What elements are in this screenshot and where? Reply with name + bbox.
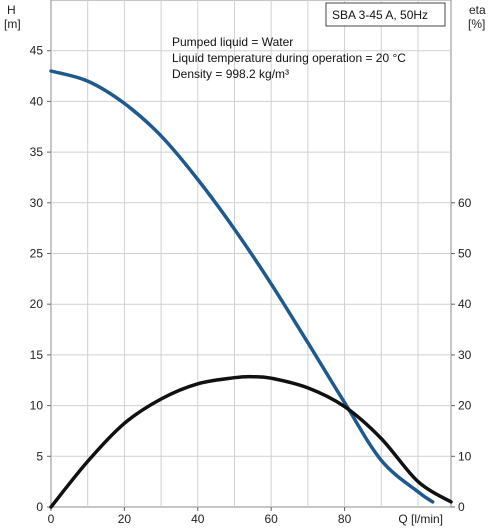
series-layer [49,69,453,509]
left-tick-label: 45 [30,44,44,58]
left-tick-label: 15 [30,348,44,362]
x-axis-label: Q [l/min] [398,512,443,526]
right-tick-label: 0 [458,500,465,514]
right-tick-label: 60 [458,196,472,210]
grid [51,0,451,507]
x-axis-ticks: 0 20 40 60 80 Q [l/min] [48,507,443,526]
efficiency-curve [49,374,453,509]
right-axis-label: eta [469,3,486,17]
head-curve [49,69,435,504]
left-tick-label: 40 [30,94,44,108]
right-tick-label: 10 [458,449,472,463]
x-tick-label: 0 [48,512,55,526]
chart-title-box [325,2,446,27]
x-tick-label: 40 [191,512,205,526]
annotation-density: Density = 998.2 kg/m³ [172,67,289,81]
left-axis-unit: [m] [4,17,21,31]
left-tick-label: 35 [30,145,44,159]
x-tick-label: 60 [265,512,279,526]
left-tick-label: 5 [36,449,43,463]
right-tick-label: 40 [458,297,472,311]
right-axis-unit: [%] [468,17,485,31]
annotation-liquid: Pumped liquid = Water [172,35,293,49]
left-tick-label: 25 [30,247,44,261]
right-axis-ticks: 0 10 20 30 40 50 60 [451,196,472,514]
chart-title: SBA 3-45 A, 50Hz [332,8,428,22]
right-tick-label: 30 [458,348,472,362]
left-tick-label: 30 [30,196,44,210]
right-tick-label: 20 [458,399,472,413]
right-tick-label: 50 [458,247,472,261]
left-axis-ticks: 0 5 10 15 20 25 30 35 40 45 [30,44,51,514]
left-tick-label: 10 [30,399,44,413]
x-tick-label: 80 [338,512,352,526]
left-axis-label: H [7,3,16,17]
x-tick-label: 20 [118,512,132,526]
annotation-temperature: Liquid temperature during operation = 20… [172,51,406,65]
left-tick-label: 20 [30,297,44,311]
left-tick-label: 0 [36,500,43,514]
